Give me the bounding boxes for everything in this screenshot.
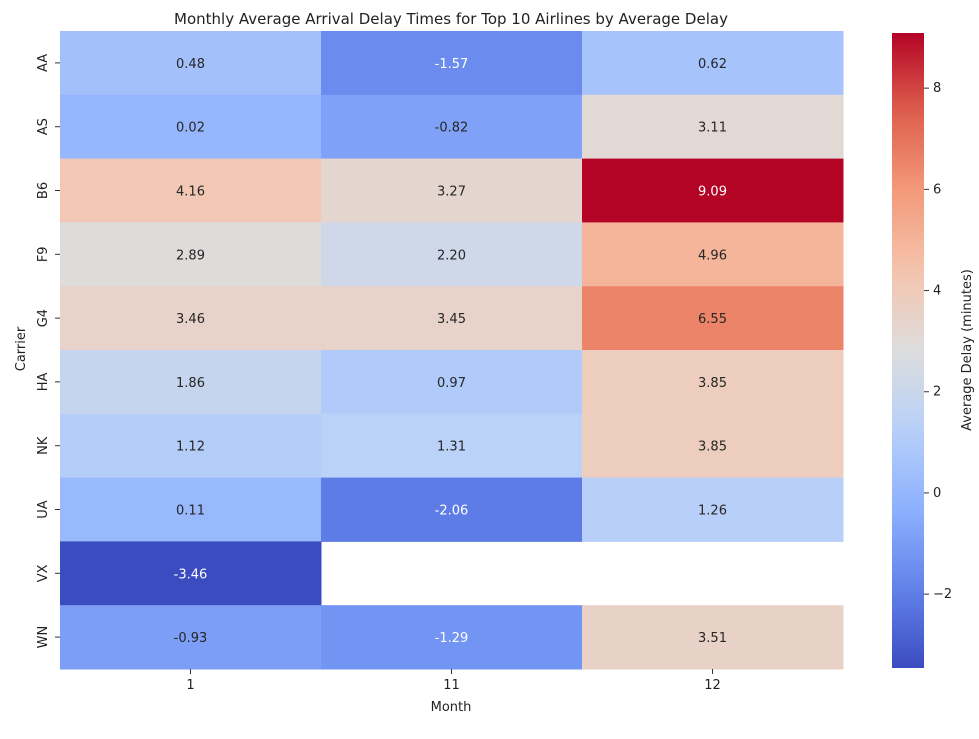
heatmap-cell: [60, 605, 322, 670]
heatmap-cell: [321, 222, 583, 287]
chart-title: Monthly Average Arrival Delay Times for …: [174, 10, 728, 28]
cell-value-label: 1.12: [176, 440, 205, 455]
colorbar-label: Average Delay (minutes): [960, 269, 975, 431]
cell-value-label: 0.97: [437, 376, 466, 391]
heatmap-cell: [321, 477, 583, 542]
heatmap-cell: [60, 286, 322, 351]
cell-value-label: -1.29: [435, 631, 469, 646]
colorbar-tick-label: −2: [933, 587, 952, 602]
heatmap-cell: [582, 158, 844, 223]
heatmap-cell: [321, 286, 583, 351]
cell-value-label: -2.06: [435, 504, 469, 519]
cell-value-label: 0.62: [698, 57, 727, 72]
heatmap-cell: [321, 31, 583, 96]
colorbar-tick-label: 0: [933, 486, 941, 501]
cell-value-label: 1.31: [437, 440, 466, 455]
cell-value-label: 3.46: [176, 312, 205, 327]
cell-value-label: 4.96: [698, 248, 727, 263]
colorbar: [892, 33, 924, 668]
y-axis-label: Carrier: [14, 326, 29, 371]
cell-value-label: -0.82: [435, 121, 469, 136]
cell-value-label: 2.20: [437, 248, 466, 263]
y-tick-label: G4: [36, 309, 51, 327]
cell-value-label: 2.89: [176, 248, 205, 263]
cell-value-label: 4.16: [176, 185, 205, 200]
colorbar-tick-label: 6: [933, 182, 941, 197]
y-axis: AA AS B6 F9 G4 HA NK UA VX WN: [36, 54, 60, 649]
heatmap-cell: [60, 222, 322, 287]
cell-value-label: 3.27: [437, 185, 466, 200]
cell-value-label: 9.09: [698, 185, 727, 200]
heatmap-cell: [60, 541, 322, 606]
y-tick-label: NK: [36, 436, 51, 455]
heatmap-cell: [582, 31, 844, 96]
y-tick-label: WN: [36, 626, 51, 649]
y-tick-label: F9: [36, 246, 51, 262]
heatmap-cell: [321, 413, 583, 479]
cell-value-label: -3.46: [174, 567, 208, 582]
y-tick-label: UA: [36, 500, 51, 519]
heatmap-cell: [582, 413, 844, 479]
cell-value-label: 0.11: [176, 504, 205, 519]
cell-value-label: 1.86: [176, 376, 205, 391]
y-tick-label: AS: [36, 118, 51, 135]
cell-value-label: 3.45: [437, 312, 466, 327]
heatmap-cell: [60, 477, 322, 542]
heatmap-cell: [582, 222, 844, 287]
heatmap-cell: [60, 94, 322, 160]
x-axis: 1 11 12: [186, 669, 721, 693]
colorbar-tick-label: 4: [933, 284, 941, 299]
cell-value-label: 3.85: [698, 440, 727, 455]
y-tick-label: B6: [36, 182, 51, 199]
heatmap-cell: [582, 477, 844, 542]
heatmap-cell: [321, 605, 583, 670]
heatmap-cell: [321, 94, 583, 160]
colorbar-tick-label: 2: [933, 385, 941, 400]
x-axis-label: Month: [431, 700, 472, 715]
cell-value-label: 0.02: [176, 121, 205, 136]
colorbar-ticks: −2 0 2 4 6 8: [924, 81, 952, 602]
cell-value-label: 1.26: [698, 504, 727, 519]
x-tick-label: 12: [704, 678, 721, 693]
heatmap-cell: [582, 350, 844, 415]
heatmap-cell: [60, 413, 322, 479]
x-tick-label: 11: [443, 678, 460, 693]
cell-value-label: -0.93: [174, 631, 208, 646]
cell-value-label: 3.51: [698, 631, 727, 646]
y-tick-label: HA: [36, 372, 51, 391]
heatmap-cell: [582, 94, 844, 160]
cell-value-label: 0.48: [176, 57, 205, 72]
heatmap-cell: [60, 31, 322, 96]
heatmap-cell: [321, 158, 583, 223]
heatmap-cells: 0.48 -1.57 0.62 0.02 -0.82 3.11 4.16 3.27 9.09 2.…: [60, 31, 844, 670]
heatmap-cell: [582, 605, 844, 670]
heatmap-cell: [321, 350, 583, 415]
colorbar-tick-label: 8: [933, 81, 941, 96]
x-tick-label: 1: [186, 678, 194, 693]
cell-value-label: 3.85: [698, 376, 727, 391]
heatmap-cell: [60, 158, 322, 223]
cell-value-label: 6.55: [698, 312, 727, 327]
y-tick-label: AA: [36, 54, 51, 72]
y-tick-label: VX: [36, 564, 51, 582]
heatmap-cell: [60, 350, 322, 415]
heatmap-cell: [582, 286, 844, 351]
cell-value-label: -1.57: [435, 57, 469, 72]
cell-value-label: 3.11: [698, 121, 727, 136]
